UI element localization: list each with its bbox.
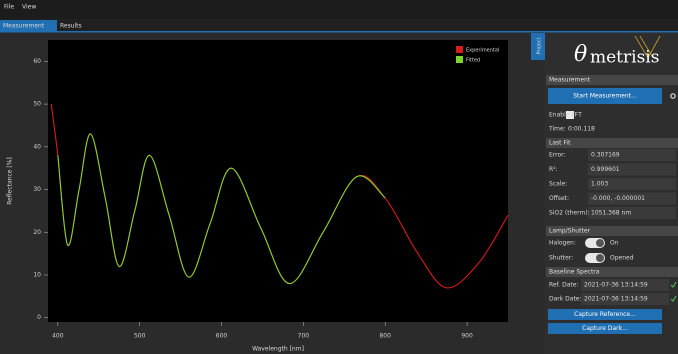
- section-title: Measurement: [549, 77, 591, 84]
- button-label[interactable]: Capture Reference...: [574, 311, 636, 318]
- field-label: SiO2 (therm):: [549, 210, 590, 217]
- logo-line: [647, 35, 661, 59]
- legend-label: Fitted: [466, 58, 480, 64]
- toggle-state: On: [610, 240, 619, 247]
- fft-label: Enable FFT: [549, 112, 582, 119]
- legend-swatch: [456, 46, 463, 53]
- field-label: Offset:: [549, 195, 569, 202]
- x-axis-label: Wavelength [nm]: [252, 346, 304, 353]
- time-label: Time:: [548, 126, 566, 133]
- section-header: [546, 267, 678, 277]
- logo-symbol: θ: [574, 42, 587, 67]
- button-label[interactable]: Capture Dark...: [582, 325, 628, 332]
- check-icon: [670, 295, 677, 302]
- x-tick-label: 400: [52, 333, 64, 340]
- field-value: 1.003: [591, 181, 608, 188]
- field-label: R²:: [549, 166, 558, 173]
- field-value: 0.307169: [591, 152, 620, 159]
- field-box: [581, 279, 669, 291]
- button-label[interactable]: Start Measurement...: [573, 93, 637, 100]
- menu-view[interactable]: View: [22, 4, 36, 11]
- project-tab[interactable]: [531, 33, 545, 60]
- y-axis-label: Reflectance [%]: [7, 157, 14, 204]
- legend-label: Experimental: [466, 48, 499, 54]
- y-tick-label: 0: [37, 314, 41, 321]
- field-box: [588, 207, 676, 219]
- field-value: 1051.368 nm: [591, 210, 631, 217]
- field-box: [588, 149, 676, 161]
- logo-line: [634, 35, 649, 59]
- check-icon: [670, 281, 677, 288]
- button[interactable]: [548, 323, 662, 334]
- tab-bar: [0, 19, 678, 31]
- fft-checkbox[interactable]: [566, 111, 574, 119]
- section-header: [546, 75, 678, 85]
- x-tick-label: 900: [461, 333, 473, 340]
- section-title: Baseline Spectra: [549, 269, 600, 276]
- toggle-knob[interactable]: [596, 254, 604, 262]
- tab-active[interactable]: [0, 20, 57, 31]
- toggle-label: Halogen:: [549, 240, 576, 247]
- side-panel: Project θ metrisis Measurement Start Meas…: [531, 33, 678, 354]
- button[interactable]: [548, 88, 662, 104]
- field-value: -0.000, -0.000001: [591, 195, 645, 202]
- menu-file[interactable]: File: [4, 4, 14, 11]
- date-label: Dark Date:: [549, 296, 582, 303]
- series-line: [57, 133, 386, 285]
- field-label: Scale:: [549, 181, 567, 188]
- y-tick-label: 20: [33, 229, 41, 236]
- section-header: [546, 226, 678, 236]
- toggle-knob[interactable]: [596, 239, 604, 247]
- settings-icon[interactable]: [670, 93, 676, 99]
- tab-results[interactable]: Results: [60, 23, 82, 30]
- time-value: 0:00.118: [568, 126, 595, 133]
- date-value: 2021-07-36 13:14:59: [584, 296, 648, 303]
- chart: Wavelength [nm] Reflectance [%] 0 10 20 30 4…: [7, 40, 509, 353]
- y-tick-label: 10: [33, 272, 41, 279]
- field-value: 0.999601: [591, 166, 620, 173]
- y-tick-label: 50: [33, 101, 41, 108]
- field-box: [588, 192, 676, 205]
- y-tick-label: 40: [33, 143, 41, 150]
- field-box: [588, 163, 676, 176]
- menu-bar: [0, 0, 678, 19]
- toggle-label: Shutter:: [549, 255, 573, 262]
- date-value: 2021-07-36 13:14:59: [584, 282, 648, 289]
- field-label: Error:: [549, 152, 566, 159]
- field-box: [588, 178, 676, 190]
- section-title: Last Fit: [549, 140, 571, 147]
- y-tick-label: 60: [33, 58, 41, 65]
- section-header: [546, 138, 678, 148]
- section-title: Lamp/Shutter: [549, 228, 591, 235]
- tab-measurement[interactable]: Measurement: [3, 23, 45, 30]
- project-tab-label[interactable]: Project: [537, 37, 543, 54]
- logo-text: metrisis: [590, 48, 659, 68]
- toggle-state: Opened: [610, 255, 634, 262]
- plot-area: [48, 40, 508, 322]
- tab-underline: [0, 31, 678, 33]
- legend-swatch: [456, 56, 463, 63]
- logo-line: [639, 35, 653, 57]
- x-tick-label: 600: [216, 333, 228, 340]
- x-tick-label: 700: [298, 333, 310, 340]
- x-tick-label: 800: [379, 333, 391, 340]
- y-tick-label: 30: [33, 186, 41, 193]
- field-box: [581, 293, 669, 305]
- x-tick-label: 500: [134, 333, 146, 340]
- date-label: Ref. Date:: [549, 282, 578, 289]
- button[interactable]: [548, 309, 662, 320]
